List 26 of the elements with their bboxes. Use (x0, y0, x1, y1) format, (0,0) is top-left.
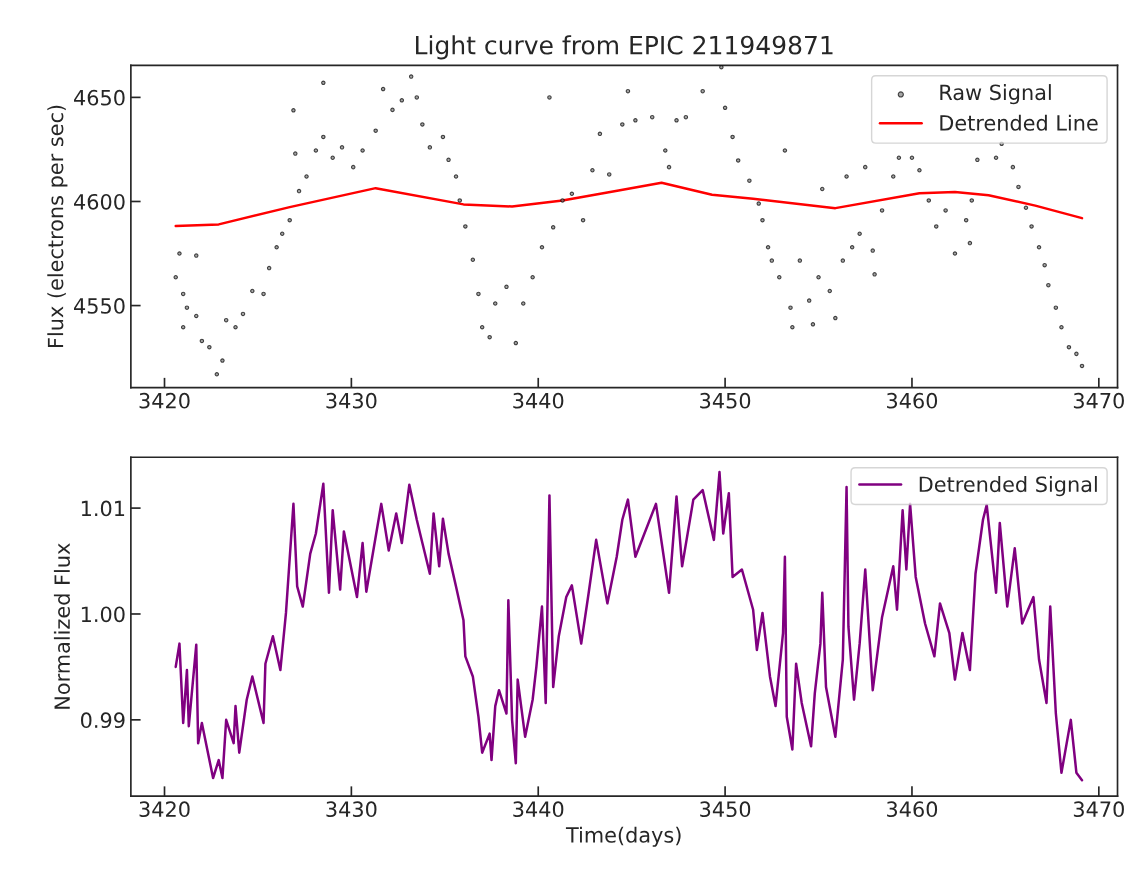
y-axis-title: Flux (electrons per sec) (47, 105, 68, 347)
x-tick-label: 3460 (887, 392, 938, 409)
y-tick-label: 4550 (74, 298, 125, 314)
x-tick-label: 3450 (700, 392, 751, 409)
x-tick-label: 3460 (887, 801, 938, 818)
x-tick-label: 3470 (1073, 801, 1124, 818)
chart-title: Light curve from EPIC 211949871 (416, 35, 833, 60)
y-tick-label: 0.99 (81, 712, 125, 729)
legend-label: Detrended Signal (919, 476, 1097, 497)
x-tick-label: 3440 (513, 801, 564, 818)
legend-label: Detrended Line (940, 114, 1098, 131)
y-tick-label: 1.01 (81, 500, 125, 517)
x-tick-label: 3450 (700, 801, 751, 818)
line-series (174, 181, 1084, 228)
y-tick-label: 4600 (74, 193, 125, 210)
x-tick-label: 3420 (139, 801, 190, 818)
y-tick-label: 4650 (74, 89, 125, 106)
x-tick-label: 3430 (326, 801, 377, 818)
legend-label: Raw Signal (940, 84, 1051, 105)
x-axis-title: Time(days) (565, 826, 681, 847)
y-axis-title: Normalized Flux (53, 543, 71, 709)
y-tick-label: 1.00 (81, 606, 125, 623)
x-tick-label: 3430 (326, 392, 377, 409)
x-tick-label: 3440 (513, 392, 564, 409)
x-tick-label: 3470 (1073, 392, 1124, 409)
x-tick-label: 3420 (139, 392, 190, 409)
